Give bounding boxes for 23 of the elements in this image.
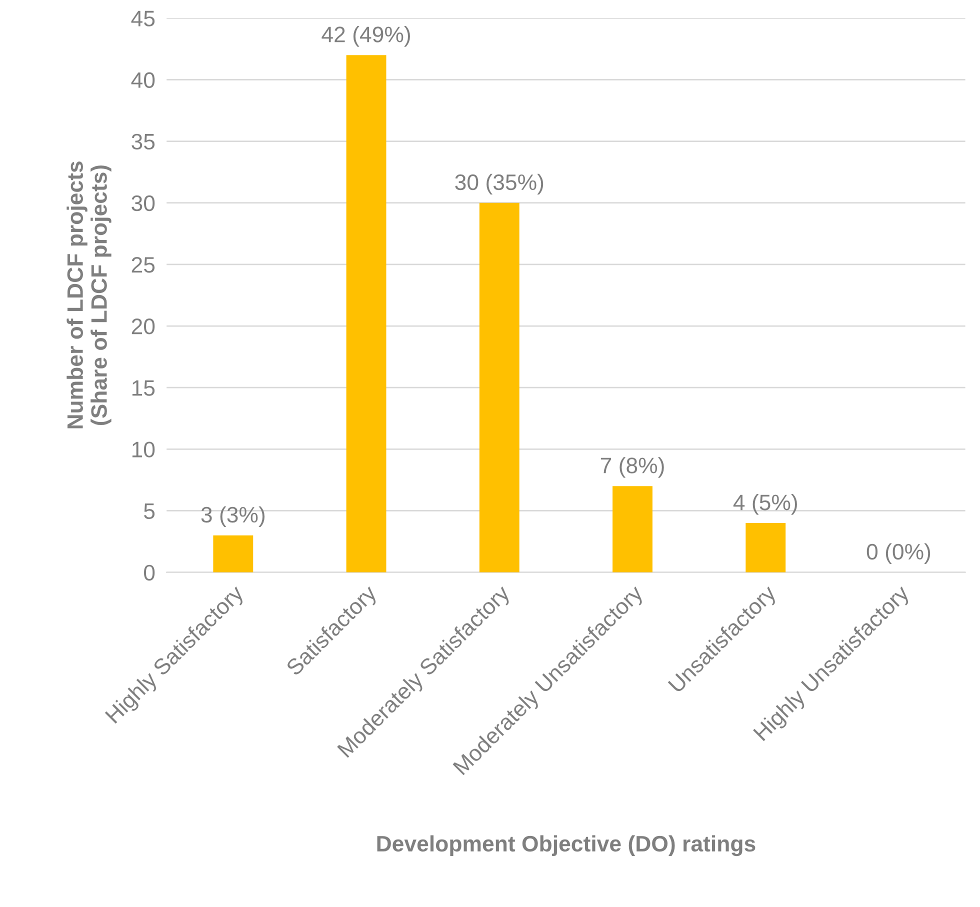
y-axis-title: Number of LDCF projects (Share of LDCF projects) xyxy=(66,162,112,428)
y-tick-label: 25 xyxy=(132,256,155,273)
bar xyxy=(746,523,786,572)
y-tick-label: 15 xyxy=(132,380,155,396)
y-tick-label: 10 xyxy=(132,442,155,458)
x-axis-title: Development Objective (DO) ratings xyxy=(377,835,756,856)
y-tick-label: 5 xyxy=(144,504,155,520)
y-tick-label: 45 xyxy=(131,10,155,26)
data-label: 3 (3%) xyxy=(201,506,265,528)
bar xyxy=(612,486,652,572)
data-label: 4 (5%) xyxy=(733,494,797,515)
y-tick-label: 40 xyxy=(131,72,155,88)
y-tick-label: 20 xyxy=(132,318,155,334)
data-label: 0 (0%) xyxy=(866,543,930,564)
bar xyxy=(479,202,520,572)
y-tick-label: 0 xyxy=(144,564,155,581)
data-label: 30 (35%) xyxy=(455,174,544,195)
bar xyxy=(346,55,386,572)
data-label: 7 (8%) xyxy=(600,457,664,478)
data-label: 42 (49%) xyxy=(322,26,410,47)
bar xyxy=(213,535,254,572)
y-tick-label: 35 xyxy=(132,134,155,150)
y-tick-label: 30 xyxy=(132,195,155,212)
